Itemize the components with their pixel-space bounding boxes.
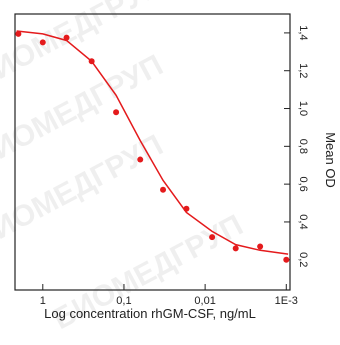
y-tick-label: 1,2	[297, 63, 309, 78]
data-point	[113, 109, 120, 116]
y-tick-label: 0,4	[297, 214, 309, 229]
y-tick-label: 1,0	[297, 101, 309, 116]
data-point	[232, 245, 239, 252]
data-point	[15, 30, 22, 37]
fit-curve	[16, 30, 289, 255]
y-axis-label: Mean OD	[323, 132, 338, 188]
data-point	[209, 234, 216, 241]
data-point	[137, 156, 144, 163]
data-point	[63, 34, 70, 41]
x-tick-label: 0,1	[116, 295, 131, 307]
plot-frame	[14, 13, 291, 291]
data-point	[257, 243, 264, 250]
x-axis-label: Log concentration rhGM-CSF, ng/mL	[44, 306, 256, 321]
y-tick-label: 0,8	[297, 139, 309, 154]
x-tick-label: 0,01	[194, 295, 215, 307]
x-tick-label: 1	[40, 295, 46, 307]
data-point	[160, 186, 167, 193]
y-tick-label: 0,6	[297, 176, 309, 191]
data-point	[283, 256, 290, 263]
data-point	[39, 39, 46, 46]
y-tick-label: 1,4	[297, 25, 309, 40]
x-tick-label: 1E-3	[275, 295, 298, 307]
y-tick-label: 0,2	[297, 252, 309, 267]
